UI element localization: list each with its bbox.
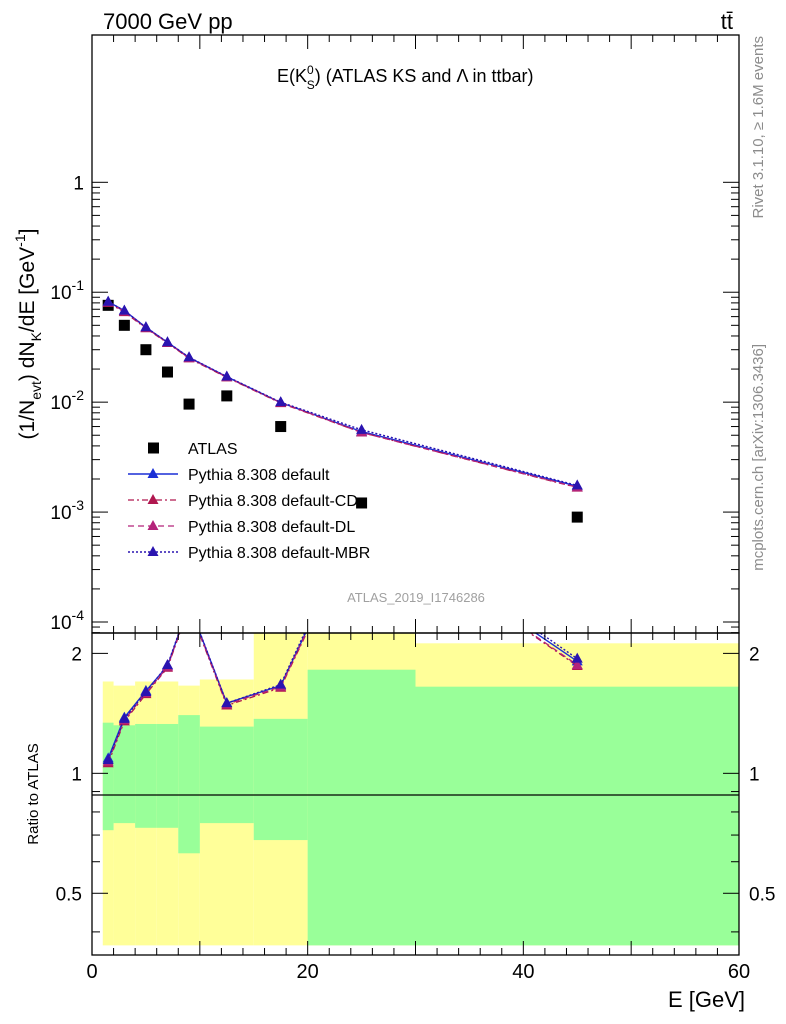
plot-title: E(K0 S) (ATLAS KS and Λ in ttbar) [277,63,534,92]
legend-label: Pythia 8.308 default-DL [188,519,355,536]
ratio-band-inner [307,669,416,946]
rivet-version-label: Rivet 3.1.10, ≥ 1.6M events [750,36,767,219]
mcplots-credit-label: mcplots.cern.ch [arXiv:1306.3436] [750,344,767,571]
ratio-y-tick-label-left: 0.5 [56,884,82,905]
main-series-marker-dotted [140,321,152,332]
ratio-band-inner [156,723,179,828]
legend-label: Pythia 8.308 default [188,467,330,484]
legend-marker-dashdot [147,494,159,504]
legend-marker-dashed [147,520,159,530]
atlas-data-point [161,366,173,378]
ratio-band-inner [415,686,739,946]
legend-marker-atlas [148,442,159,454]
ratio-y-tick-label-right: 2 [749,644,760,665]
legend-marker-dotted [147,546,159,556]
main-y-tick-label: 10-4 [50,607,84,634]
main-series-marker-dotted [275,396,287,407]
ratio-series-marker-dotted [161,659,173,670]
atlas-data-point [356,497,368,509]
x-tick-label: 40 [512,961,534,983]
ratio-y-tick-label-left: 2 [71,644,82,665]
ratio-y-tick-label-right: 0.5 [749,884,775,905]
header-process-label: tt̄ [721,9,733,34]
main-y-tick-label: 10-1 [50,277,84,304]
header-energy-label: 7000 GeV pp [103,9,233,34]
legend: ATLAS Pythia 8.308 default Pythia 8.308 de… [128,441,370,562]
ratio-series-marker-dotted [102,754,114,765]
legend-label: Pythia 8.308 default-MBR [188,545,370,562]
ratio-uncertainty-bands [102,633,739,946]
ratio-band-inner [253,718,308,841]
main-y-tick-label: 10-2 [50,387,84,414]
atlas-data-point [140,344,152,356]
main-y-tick-label: 1 [73,173,84,194]
ratio-series-line-solid [107,633,578,759]
x-tick-label: 0 [86,961,97,983]
ratio-series-group [102,633,583,768]
x-tick-label: 20 [297,961,319,983]
analysis-watermark: ATLAS_2019_I1746286 [347,590,485,605]
ratio-series-marker-dotted [140,685,152,696]
ratio-band-inner [102,722,114,831]
main-series-marker-dotted [161,336,173,347]
ratio-series-marker-dotted [571,652,583,663]
ratio-y-tick-label-right: 1 [749,764,760,785]
ratio-band-inner [135,723,157,828]
main-axis-ticks: 1 10-1 10-2 10-3 10-4 [50,35,740,634]
ratio-y-axis-label: Ratio to ATLAS [25,743,42,844]
main-series-marker-dotted [356,423,368,434]
ratio-band-inner [199,726,254,824]
atlas-data-point [275,421,287,433]
atlas-data-point [571,511,583,523]
ratio-band-inner [178,715,200,854]
ratio-series-marker-dotted [275,678,287,689]
main-y-axis-label: (1/Nevt) dNK/dE [GeV-1] [12,229,44,440]
x-tick-label: 60 [728,961,750,983]
x-axis-label: E [GeV] [668,987,745,1012]
legend-label: ATLAS [188,441,238,458]
main-series-marker-dotted [183,351,195,362]
main-series-marker-dotted [102,295,114,306]
ratio-y-tick-label-left: 1 [71,764,82,785]
atlas-data-point [221,390,233,402]
ratio-series-line-dashdot [107,633,578,764]
atlas-data-point [118,319,130,331]
atlas-data-point [183,398,195,410]
main-series-group [102,295,583,523]
ratio-axis-ticks: 0.5 0.51 12 20 20 40 60 [56,633,775,983]
ratio-band-inner [113,725,136,824]
main-series-line-dotted [107,301,578,487]
main-series-marker-dotted [221,370,233,381]
main-series-marker-dotted [571,479,583,490]
main-series-marker-dotted [118,304,130,315]
legend-marker-solid [147,468,159,478]
ratio-series-marker-dotted [118,712,130,723]
legend-label: Pythia 8.308 default-CD [188,493,358,510]
ratio-series-marker-dashed [571,659,583,670]
ratio-series-marker-dotted [221,697,233,708]
main-y-tick-label: 10-3 [50,497,84,524]
